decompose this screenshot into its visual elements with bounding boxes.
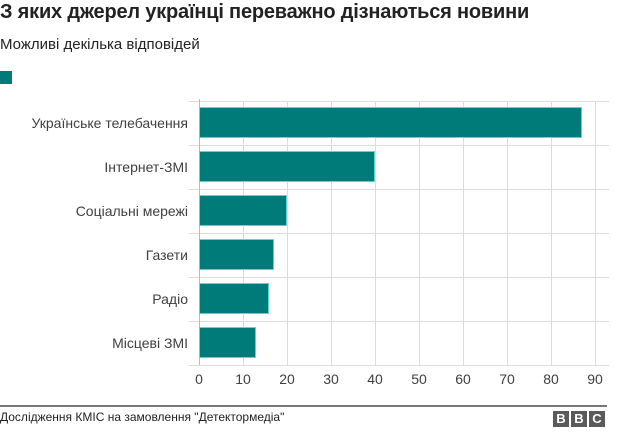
category-label: Радіо	[152, 291, 188, 307]
axis-baseline	[199, 99, 200, 365]
bbc-logo: B B C	[553, 411, 605, 427]
x-tick-label: 20	[279, 371, 295, 387]
bbc-logo-letter: C	[589, 411, 605, 427]
x-tick-label: 90	[587, 371, 603, 387]
chart-title: З яких джерел українці переважно дізнают…	[0, 1, 530, 23]
chart-subtitle: Можливі декілька відповідей	[0, 36, 200, 53]
category-label: Газети	[145, 247, 188, 263]
x-tick-label: 60	[455, 371, 471, 387]
x-tick-label: 80	[543, 371, 559, 387]
source-note: Дослідження КМІС на замовлення "Детектор…	[0, 410, 285, 424]
category-label: Українське телебачення	[31, 115, 188, 131]
category-label: Місцеві ЗМІ	[112, 335, 188, 351]
x-tick-label: 50	[411, 371, 427, 387]
bbc-logo-letter: B	[571, 411, 587, 427]
gridline-horizontal	[189, 277, 609, 278]
x-tick-label: 30	[323, 371, 339, 387]
gridline-horizontal	[189, 321, 609, 322]
footer-divider	[0, 405, 607, 407]
gridline-horizontal	[189, 145, 609, 146]
category-label: Соціальні мережі	[75, 203, 188, 219]
bar	[199, 151, 375, 182]
x-tick-label: 10	[235, 371, 251, 387]
x-tick-label: 0	[195, 371, 203, 387]
bar	[199, 239, 274, 270]
gridline-horizontal	[189, 189, 609, 190]
gridline-horizontal	[189, 365, 609, 366]
bar	[199, 195, 287, 226]
x-tick-label: 70	[499, 371, 515, 387]
bar	[199, 327, 257, 358]
bar	[199, 283, 270, 314]
bbc-logo-letter: B	[553, 411, 569, 427]
bar	[199, 107, 582, 138]
plot-area	[189, 99, 609, 366]
x-tick-label: 40	[367, 371, 383, 387]
gridline-horizontal	[189, 233, 609, 234]
gridline-horizontal	[189, 101, 609, 102]
category-label: Інтернет-ЗМІ	[104, 159, 188, 175]
legend-swatch	[0, 71, 12, 84]
